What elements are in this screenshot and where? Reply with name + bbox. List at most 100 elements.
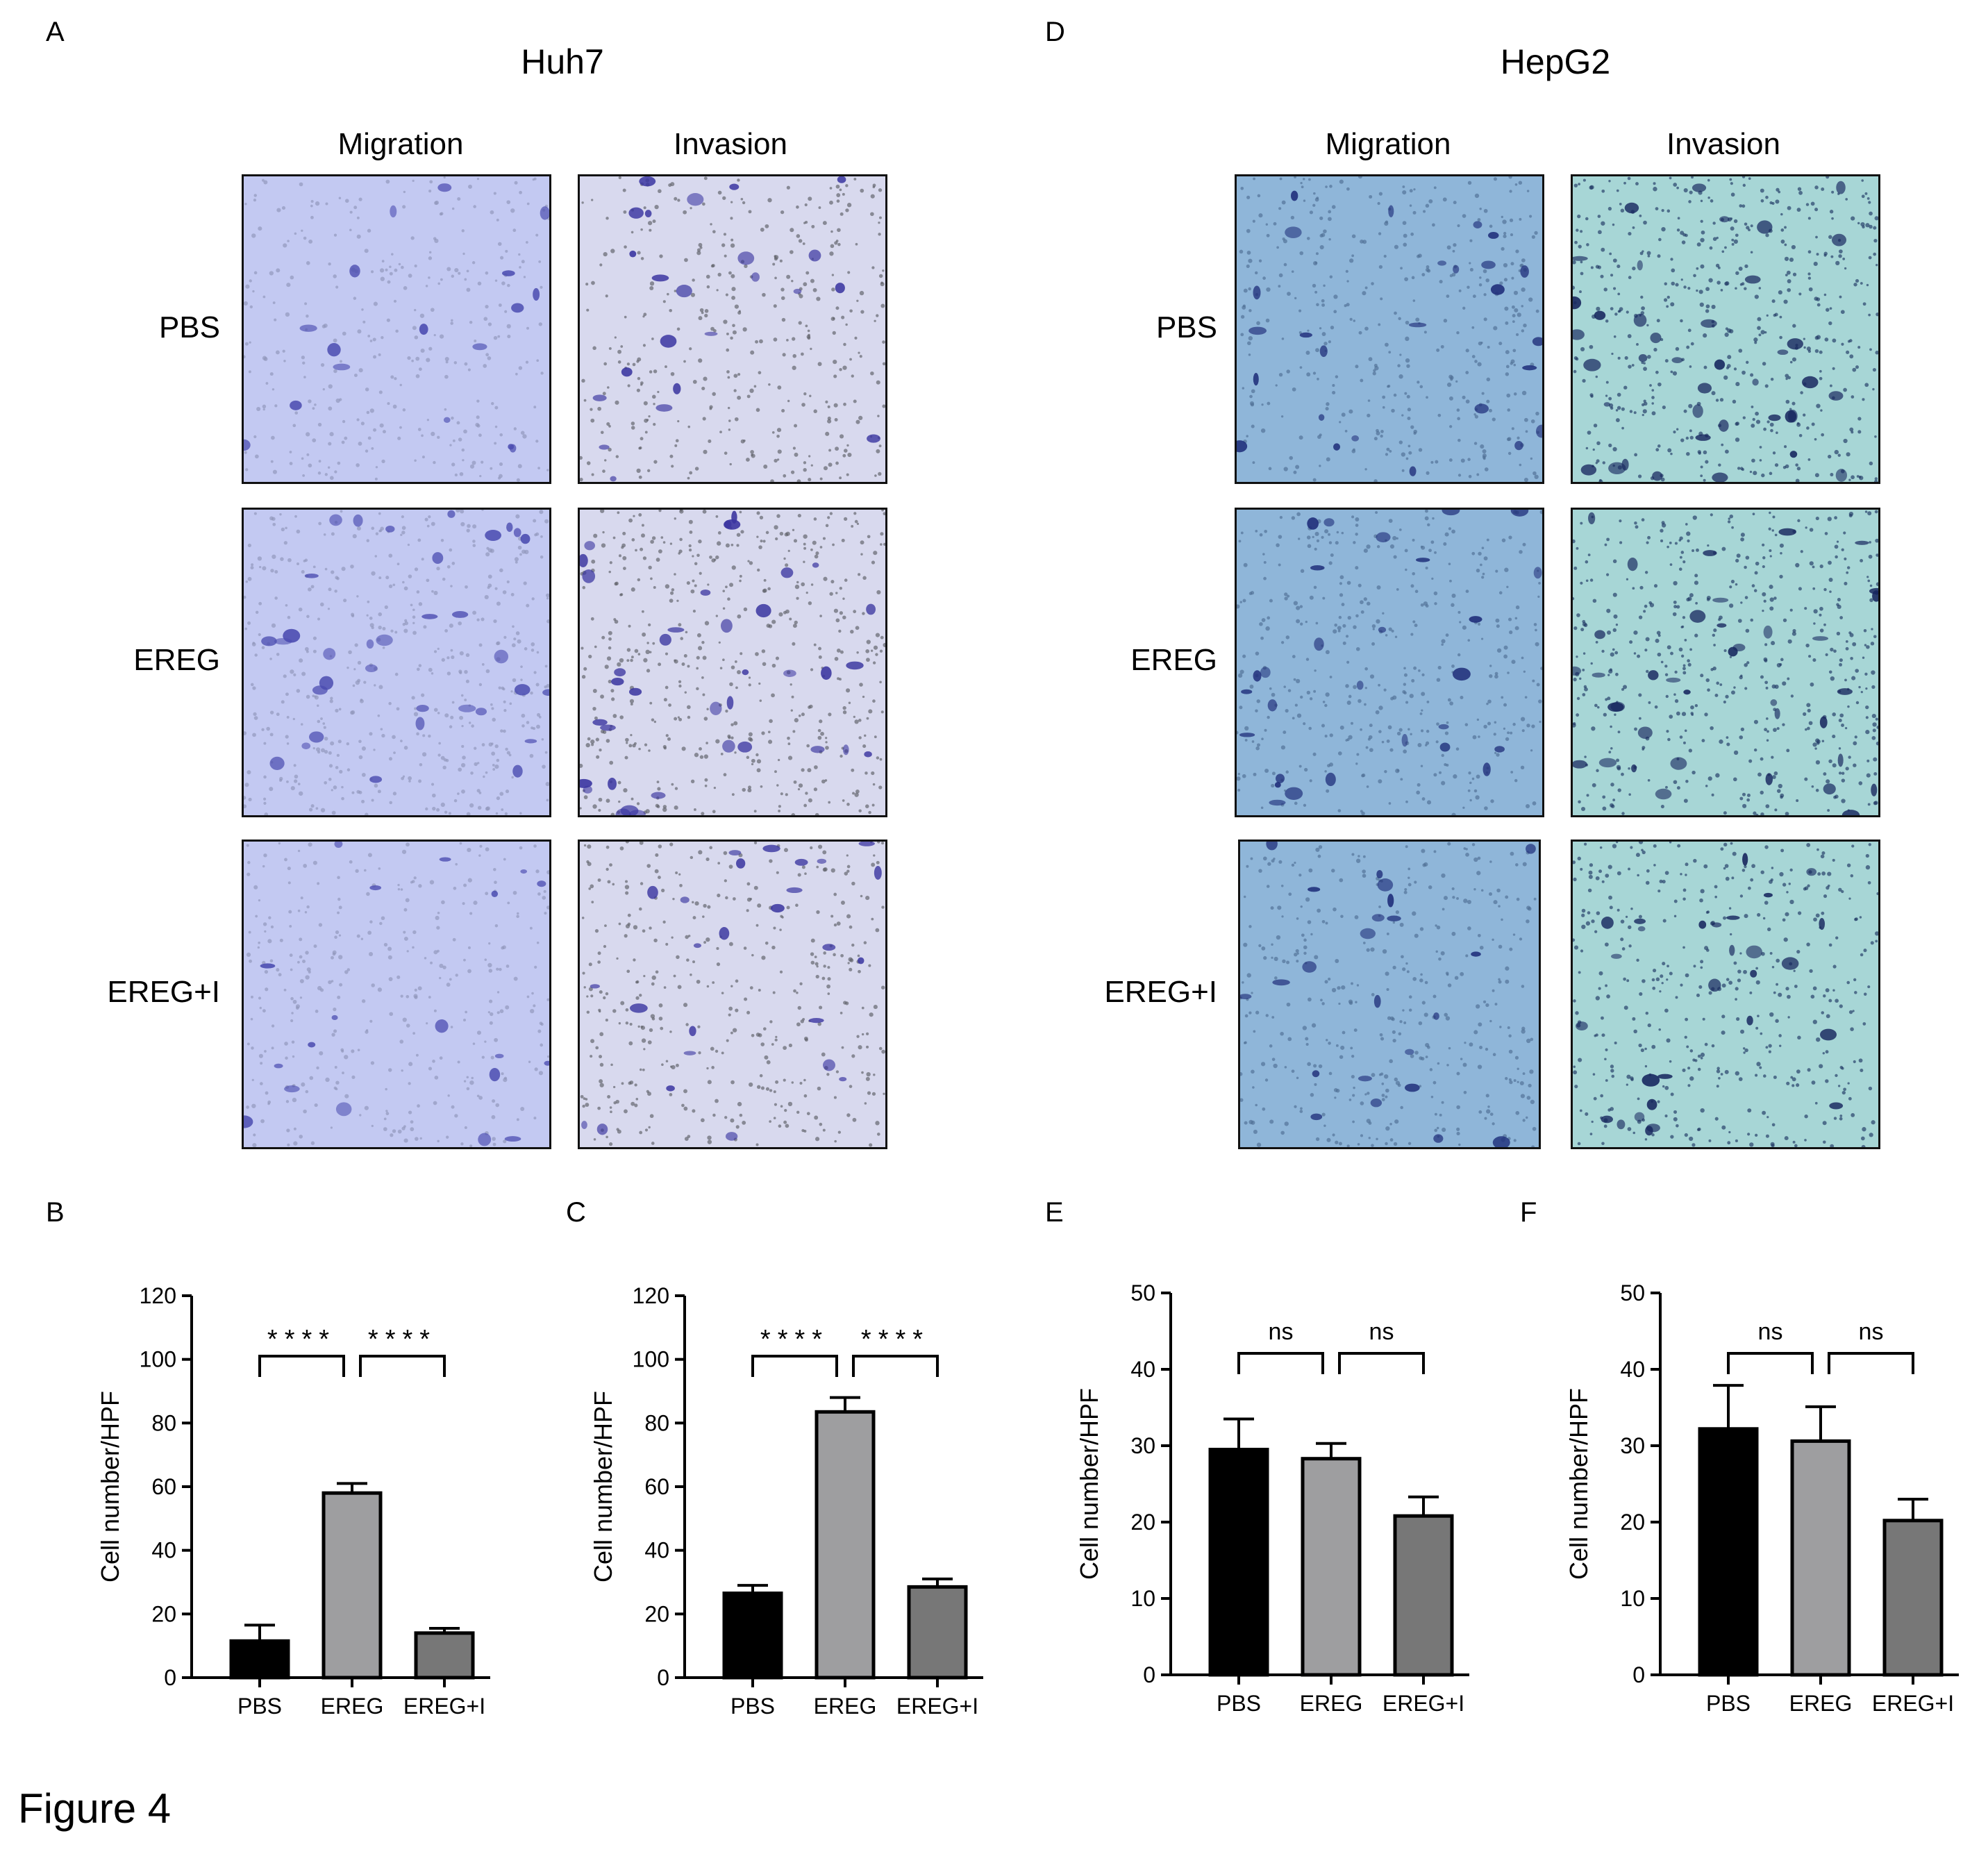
micrograph-huh7-migration-eregi — [242, 840, 551, 1149]
x-tick-label: PBS — [237, 1694, 282, 1719]
y-tick-label: 80 — [644, 1410, 669, 1435]
x-tick-label: EREG+I — [896, 1694, 978, 1719]
significance-label: ns — [1269, 1319, 1294, 1345]
y-tick-label: 30 — [1130, 1433, 1155, 1458]
y-tick-label: 10 — [1130, 1586, 1155, 1611]
panel-letter-d: D — [1045, 17, 1065, 47]
significance-bracket — [751, 1355, 838, 1377]
micrograph-huh7-invasion-pbs — [578, 174, 887, 484]
bar-pbs — [1698, 1427, 1759, 1677]
x-tick-label: EREG+I — [1872, 1691, 1954, 1716]
significance-label: ns — [1859, 1319, 1884, 1345]
y-axis-label: Cell number/HPF — [589, 1391, 617, 1582]
hepg2-row-ereg: EREG — [1130, 643, 1217, 677]
bar-ereg-plus-i — [414, 1631, 475, 1680]
huh7-col-migration: Migration — [337, 127, 464, 161]
panel-letter-f: F — [1520, 1197, 1537, 1228]
micrograph-hepg2-invasion-ereg — [1571, 508, 1880, 817]
chart-c: 0 20 40 60 80 100 120 Cell number/HPF PBS EREG ERE… — [576, 1250, 1021, 1736]
significance-label: **** — [861, 1325, 930, 1354]
x-tick-label: PBS — [1217, 1691, 1261, 1716]
micrograph-hepg2-migration-ereg — [1235, 508, 1544, 817]
micrograph-huh7-invasion-eregi — [578, 840, 887, 1149]
chart-svg: 0 20 40 60 80 100 120 Cell number/HPF PBS EREG ERE… — [96, 1283, 490, 1719]
x-tick-label: EREG — [321, 1694, 384, 1719]
panel-letter-a: A — [46, 17, 65, 47]
y-tick-label: 40 — [1620, 1357, 1645, 1382]
bar-ereg — [321, 1491, 383, 1680]
bar-pbs — [722, 1592, 783, 1680]
huh7-row-eregi: EREG+I — [107, 975, 220, 1009]
y-axis-label: Cell number/HPF — [96, 1391, 124, 1582]
y-tick-label: 20 — [151, 1601, 176, 1626]
y-axis-label: Cell number/HPF — [1564, 1388, 1593, 1580]
significance-bracket — [1338, 1352, 1425, 1374]
micrograph-huh7-migration-pbs — [242, 174, 551, 484]
significance-bracket — [1828, 1352, 1914, 1374]
hepg2-title: HepG2 — [1500, 42, 1611, 81]
y-tick-label: 40 — [644, 1538, 669, 1563]
bar-ereg-plus-i — [1393, 1514, 1454, 1677]
y-tick-label: 120 — [140, 1283, 176, 1308]
significance-label: **** — [760, 1325, 829, 1354]
chart-svg: 0 20 40 60 80 100 120 Cell number/HPF PBS EREG ERE… — [589, 1283, 983, 1719]
micrograph-hepg2-invasion-eregi — [1571, 840, 1880, 1149]
bar-ereg — [1790, 1439, 1851, 1677]
hepg2-row-eregi: EREG+I — [1104, 975, 1217, 1009]
figure-title: Figure 4 — [18, 1785, 172, 1832]
y-tick-label: 50 — [1620, 1280, 1645, 1305]
bar-ereg — [815, 1410, 876, 1680]
y-tick-label: 0 — [1143, 1662, 1155, 1687]
chart-b: 0 20 40 60 80 100 120 Cell number/HPF PBS EREG ERE… — [83, 1250, 528, 1736]
y-tick-label: 60 — [151, 1474, 176, 1499]
x-tick-label: PBS — [730, 1694, 775, 1719]
bar-ereg-plus-i — [1882, 1519, 1944, 1677]
x-tick-label: EREG — [1789, 1691, 1853, 1716]
micrograph-hepg2-migration-pbs — [1235, 174, 1544, 484]
y-tick-label: 60 — [644, 1474, 669, 1499]
micrograph-huh7-invasion-ereg — [578, 508, 887, 817]
significance-bracket — [1237, 1352, 1324, 1374]
huh7-row-pbs: PBS — [158, 310, 220, 344]
significance-label: **** — [368, 1325, 437, 1354]
y-tick-label: 50 — [1130, 1280, 1155, 1305]
y-tick-label: 100 — [140, 1347, 176, 1372]
hepg2-col-migration: Migration — [1325, 127, 1451, 161]
x-tick-label: EREG — [1300, 1691, 1363, 1716]
significance-label: ns — [1758, 1319, 1783, 1345]
huh7-title: Huh7 — [521, 42, 604, 81]
chart-svg: 0 10 20 30 40 50 Cell number/HPF PBS EREG EREG+I n… — [1564, 1280, 1959, 1716]
y-tick-label: 20 — [644, 1601, 669, 1626]
significance-bracket — [258, 1355, 345, 1377]
bar-pbs — [1208, 1448, 1269, 1677]
x-tick-label: PBS — [1706, 1691, 1751, 1716]
y-tick-label: 30 — [1620, 1433, 1645, 1458]
panel-letter-b: B — [46, 1197, 65, 1228]
panel-letter-e: E — [1045, 1197, 1064, 1228]
bar-pbs — [229, 1639, 290, 1680]
micrograph-hepg2-invasion-pbs — [1571, 174, 1880, 484]
panel-letter-c: C — [566, 1197, 586, 1228]
significance-bracket — [1727, 1352, 1814, 1374]
y-axis-label: Cell number/HPF — [1075, 1388, 1103, 1580]
significance-label: **** — [267, 1325, 336, 1354]
y-tick-label: 80 — [151, 1410, 176, 1435]
bar-ereg-plus-i — [907, 1585, 968, 1680]
huh7-col-invasion: Invasion — [674, 127, 787, 161]
x-tick-label: EREG+I — [403, 1694, 485, 1719]
significance-bracket — [359, 1355, 446, 1377]
y-tick-label: 0 — [1632, 1662, 1645, 1687]
chart-svg: 0 10 20 30 40 50 Cell number/HPF PBS EREG EREG+I n… — [1075, 1280, 1469, 1716]
micrograph-hepg2-migration-eregi — [1238, 840, 1541, 1149]
bar-ereg — [1301, 1457, 1362, 1677]
y-tick-label: 20 — [1130, 1510, 1155, 1535]
hepg2-col-invasion: Invasion — [1667, 127, 1780, 161]
huh7-row-ereg: EREG — [133, 643, 220, 677]
y-tick-label: 100 — [633, 1347, 669, 1372]
y-tick-label: 10 — [1620, 1586, 1645, 1611]
y-tick-label: 40 — [151, 1538, 176, 1563]
y-tick-label: 0 — [657, 1665, 669, 1690]
hepg2-row-pbs: PBS — [1155, 310, 1217, 344]
y-tick-label: 40 — [1130, 1357, 1155, 1382]
chart-f: 0 10 20 30 40 50 Cell number/HPF PBS EREG EREG+I n… — [1552, 1250, 1988, 1736]
